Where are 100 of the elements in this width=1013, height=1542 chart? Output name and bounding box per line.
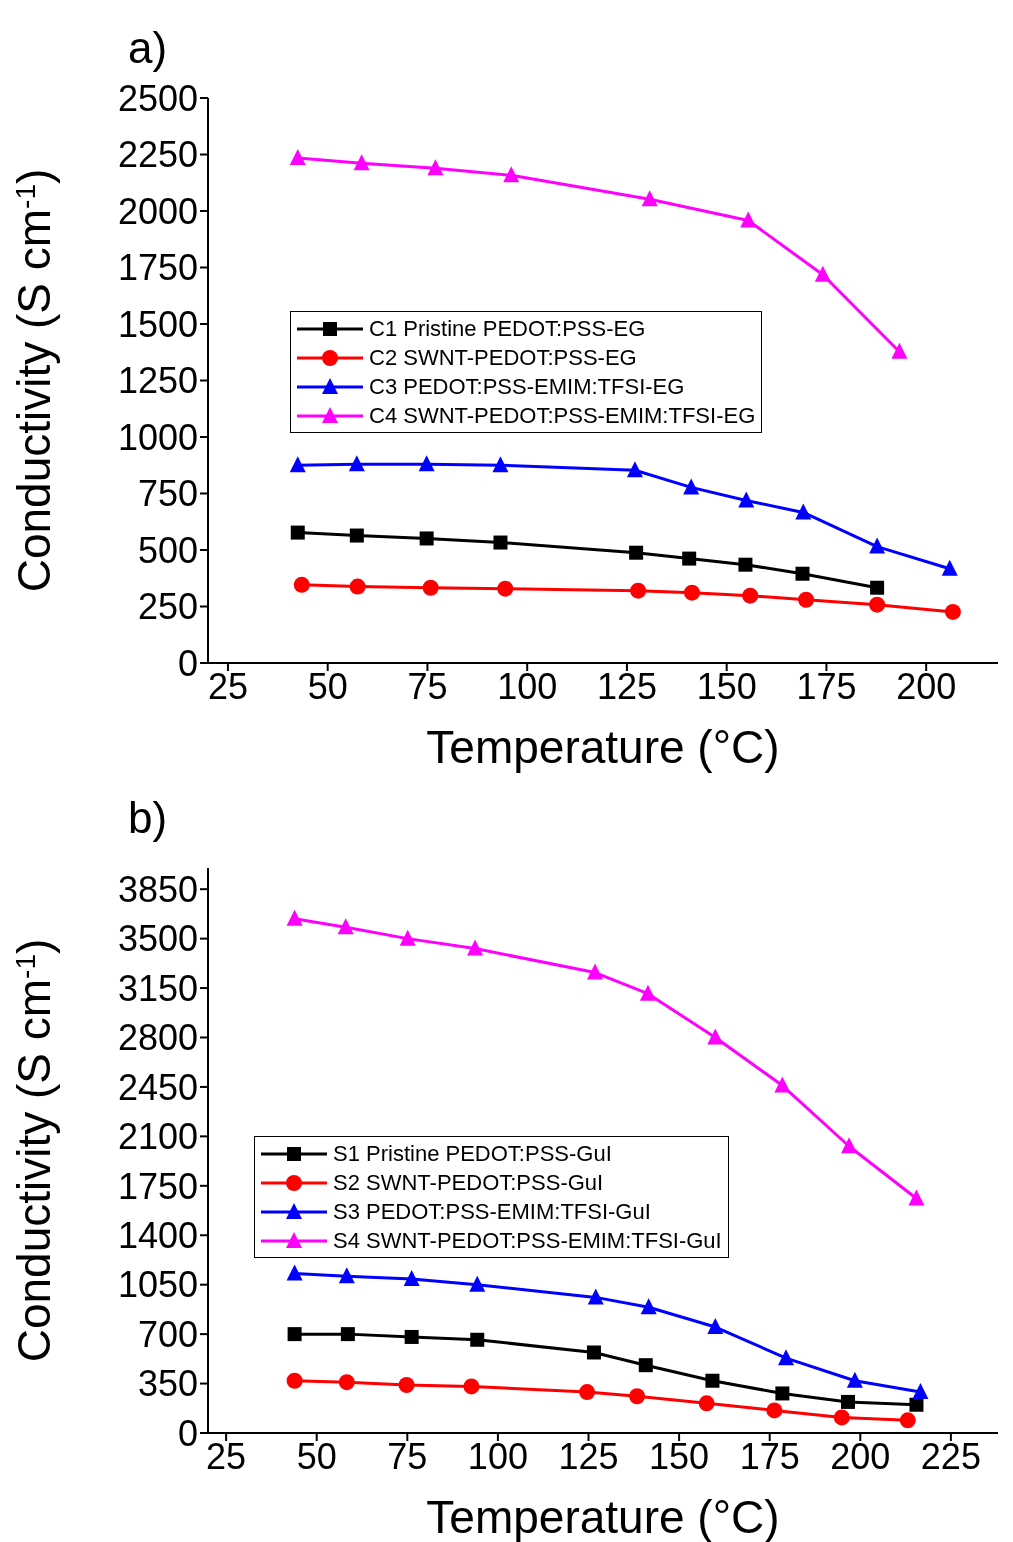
x-tick-label: 200 bbox=[830, 1435, 891, 1477]
point bbox=[340, 1327, 355, 1342]
point bbox=[287, 1327, 302, 1342]
point bbox=[941, 559, 958, 576]
point bbox=[338, 1267, 355, 1284]
point bbox=[418, 455, 435, 472]
point bbox=[404, 1329, 419, 1344]
y-tick-label: 350 bbox=[137, 1363, 198, 1405]
point bbox=[289, 456, 306, 473]
y-tick-label: 250 bbox=[137, 586, 198, 628]
y-tick-label: 1750 bbox=[117, 1165, 198, 1207]
x-tick-label: 175 bbox=[739, 1435, 800, 1477]
point bbox=[908, 1189, 925, 1206]
point bbox=[492, 456, 509, 473]
y-tick-label: 1750 bbox=[117, 247, 198, 289]
point bbox=[833, 1409, 850, 1426]
point bbox=[337, 918, 354, 935]
legend-label: S4 SWNT-PEDOT:PSS-EMIM:TFSI-GuI bbox=[333, 1227, 722, 1255]
point bbox=[841, 1137, 858, 1154]
point bbox=[683, 478, 700, 495]
x-tick-label: 25 bbox=[206, 1435, 247, 1477]
point bbox=[778, 1349, 794, 1366]
y-tick-label: 1000 bbox=[117, 416, 198, 458]
y-tick-label: 3850 bbox=[117, 868, 198, 910]
chart-title: a) bbox=[128, 23, 168, 73]
point bbox=[427, 159, 444, 176]
point bbox=[944, 603, 961, 620]
point bbox=[463, 1378, 480, 1395]
y-tick-label: 0 bbox=[177, 642, 198, 684]
point bbox=[798, 591, 815, 608]
point bbox=[290, 525, 305, 540]
point bbox=[766, 1402, 783, 1419]
x-tick-label: 150 bbox=[696, 665, 757, 707]
x-axis-title: Temperature (°C) bbox=[426, 721, 780, 773]
point bbox=[586, 1345, 601, 1360]
x-tick-label: 100 bbox=[467, 1435, 528, 1477]
point bbox=[775, 1386, 790, 1401]
legend-label: C3 PEDOT:PSS-EMIM:TFSI-EG bbox=[369, 373, 685, 401]
point bbox=[422, 579, 439, 596]
x-tick-label: 125 bbox=[596, 665, 657, 707]
point bbox=[629, 1388, 646, 1405]
y-tick-label: 1250 bbox=[117, 360, 198, 402]
point bbox=[870, 580, 885, 595]
point bbox=[626, 461, 643, 478]
y-tick-label: 2450 bbox=[117, 1066, 198, 1108]
x-tick-label: 75 bbox=[387, 1435, 428, 1477]
legend-label: C2 SWNT-PEDOT:PSS-EG bbox=[369, 344, 637, 372]
point bbox=[349, 528, 364, 543]
point bbox=[349, 578, 366, 595]
point bbox=[348, 455, 365, 472]
point bbox=[742, 587, 759, 604]
point bbox=[286, 1372, 303, 1389]
point bbox=[467, 939, 484, 956]
point bbox=[629, 545, 644, 560]
x-tick-label: 150 bbox=[649, 1435, 710, 1477]
legend-label: C1 Pristine PEDOT:PSS-EG bbox=[369, 315, 646, 343]
y-tick-label: 700 bbox=[137, 1313, 198, 1355]
y-tick-label: 2100 bbox=[117, 1116, 198, 1158]
x-tick-label: 175 bbox=[796, 665, 857, 707]
point bbox=[682, 551, 697, 566]
point bbox=[630, 582, 647, 599]
x-tick-label: 50 bbox=[296, 1435, 337, 1477]
y-tick-label: 3150 bbox=[117, 967, 198, 1009]
point bbox=[587, 963, 604, 980]
y-tick-label: 2500 bbox=[117, 77, 198, 119]
legend-label: C4 SWNT-PEDOT:PSS-EMIM:TFSI-EG bbox=[369, 402, 756, 430]
point bbox=[638, 1358, 653, 1373]
point bbox=[840, 1394, 855, 1409]
x-tick-label: 200 bbox=[896, 665, 957, 707]
point bbox=[909, 1397, 924, 1412]
point bbox=[869, 596, 886, 613]
point bbox=[795, 503, 812, 520]
y-tick-label: 0 bbox=[177, 1412, 198, 1454]
x-tick-label: 50 bbox=[307, 665, 348, 707]
point bbox=[286, 909, 303, 926]
point bbox=[738, 557, 753, 572]
point bbox=[698, 1395, 715, 1412]
point bbox=[891, 342, 908, 359]
point bbox=[795, 566, 810, 581]
point bbox=[403, 1270, 420, 1287]
x-tick-label: 125 bbox=[558, 1435, 619, 1477]
y-tick-label: 500 bbox=[137, 529, 198, 571]
point bbox=[587, 1288, 604, 1305]
x-tick-label: 100 bbox=[497, 665, 558, 707]
point bbox=[289, 149, 306, 166]
point bbox=[705, 1373, 720, 1388]
point bbox=[814, 265, 831, 282]
x-tick-label: 225 bbox=[920, 1435, 981, 1477]
point bbox=[846, 1371, 863, 1388]
y-tick-label: 3500 bbox=[117, 918, 198, 960]
y-tick-label: 1050 bbox=[117, 1264, 198, 1306]
point bbox=[869, 537, 886, 554]
y-tick-label: 2250 bbox=[117, 134, 198, 176]
point bbox=[493, 535, 508, 550]
point bbox=[419, 531, 434, 546]
legend-label: S1 Pristine PEDOT:PSS-GuI bbox=[333, 1140, 612, 1168]
y-tick-label: 1400 bbox=[117, 1215, 198, 1257]
point bbox=[774, 1076, 791, 1093]
chart-title: b) bbox=[128, 793, 168, 843]
point bbox=[641, 190, 658, 207]
